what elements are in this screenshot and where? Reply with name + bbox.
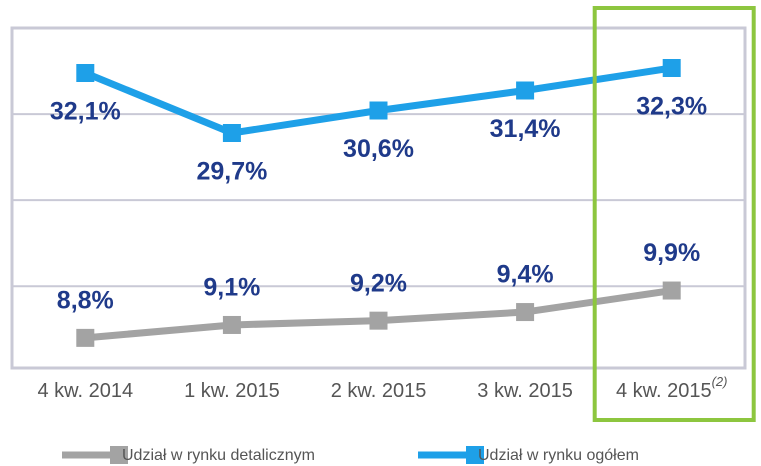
category: 4 kw. 2014 bbox=[37, 380, 133, 402]
point-marker bbox=[516, 303, 535, 322]
point-marker bbox=[369, 101, 388, 120]
x-tick-label: 2 kw. 2015 bbox=[331, 380, 427, 402]
point-marker bbox=[516, 81, 535, 100]
x-tick-label: 4 kw. 2015(2) bbox=[616, 374, 728, 402]
legend-label: Udział w rynku detalicznym bbox=[122, 447, 315, 464]
legend-label: Udział w rynku ogółem bbox=[478, 447, 639, 464]
data-label: 32,3% bbox=[636, 93, 707, 121]
category: 4 kw. 2015 bbox=[616, 380, 712, 402]
data-label: 9,2% bbox=[350, 269, 407, 297]
legend-marker bbox=[466, 446, 484, 464]
highlight-box bbox=[592, 6, 756, 422]
point-marker bbox=[662, 281, 681, 300]
x-tick-label: 1 kw. 2015 bbox=[184, 380, 280, 402]
category: 1 kw. 2015 bbox=[184, 380, 280, 402]
point-marker bbox=[222, 124, 241, 142]
data-label: 31,4% bbox=[490, 115, 561, 143]
data-label: 9,1% bbox=[203, 274, 260, 302]
point-marker bbox=[76, 328, 95, 347]
data-label: 9,4% bbox=[497, 261, 554, 289]
point-marker bbox=[76, 64, 95, 82]
data-label: 30,6% bbox=[343, 135, 414, 163]
point-marker bbox=[222, 315, 241, 334]
point-marker bbox=[662, 59, 681, 77]
x-tick-label: 4 kw. 2014 bbox=[37, 380, 133, 402]
plot-frame bbox=[10, 26, 747, 370]
data-label: 32,1% bbox=[50, 98, 121, 126]
data-label: 9,9% bbox=[643, 239, 700, 267]
data-label: 29,7% bbox=[196, 158, 267, 186]
footnote-mark: (2) bbox=[712, 374, 728, 389]
series-line bbox=[83, 64, 673, 137]
category: 3 kw. 2015 bbox=[477, 380, 573, 402]
x-tick-label: 3 kw. 2015 bbox=[477, 380, 573, 402]
category: 2 kw. 2015 bbox=[331, 380, 427, 402]
data-label: 8,8% bbox=[57, 286, 114, 314]
point-marker bbox=[369, 311, 388, 330]
legend-marker bbox=[110, 446, 128, 464]
